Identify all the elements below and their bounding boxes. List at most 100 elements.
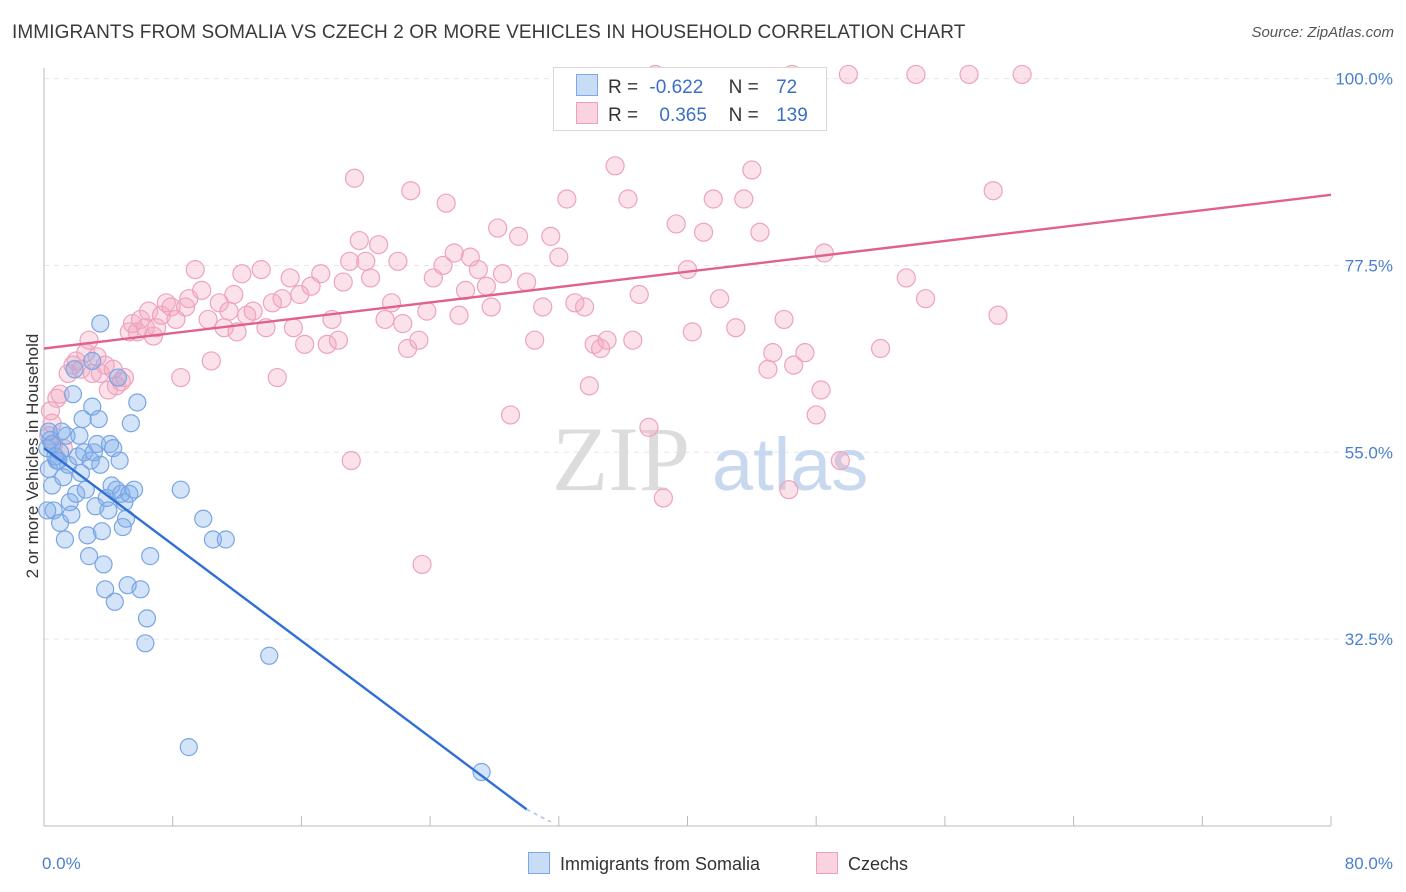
czechs-point — [232, 264, 252, 284]
czechs-point — [734, 189, 754, 209]
czechs-point — [381, 293, 402, 313]
czechs-point — [138, 301, 159, 321]
czechs-point — [79, 330, 99, 350]
somalia-point — [70, 426, 89, 445]
somalia-point — [96, 580, 115, 599]
somalia-point — [203, 530, 223, 549]
somalia-point — [71, 463, 91, 483]
somalia-point — [194, 509, 213, 528]
y-tick-labels: 32.5% 55.0% 77.5% 100.0% — [1335, 70, 1393, 650]
czechs-point — [349, 230, 369, 251]
legend-r-label: R = — [608, 105, 639, 126]
czechs-point — [449, 305, 469, 325]
czechs-point — [147, 318, 167, 338]
czechs-point — [401, 181, 421, 201]
czechs-point — [219, 301, 239, 321]
czechs-point — [549, 247, 569, 267]
somalia-point — [92, 522, 112, 541]
czechs-point — [481, 297, 501, 317]
czechs-point — [870, 338, 891, 359]
czechs-point — [959, 64, 979, 85]
czechs-point — [280, 268, 300, 288]
x-tick-label: 80.0% — [1345, 854, 1393, 873]
czechs-point — [795, 343, 815, 363]
somalia-trend-extension — [526, 808, 552, 823]
czechs-point — [533, 297, 553, 317]
czechs-point — [988, 305, 1008, 325]
czechs-point — [433, 255, 453, 276]
y-axis-label: 2 or more Vehicles in Household — [23, 334, 42, 579]
somalia-point — [105, 592, 124, 611]
czechs-point — [682, 322, 702, 342]
somalia-point — [137, 609, 157, 628]
legend-swatch-somalia — [576, 74, 598, 96]
bottom-legend-swatch-somalia — [528, 852, 550, 874]
somalia-trend-line — [43, 447, 528, 811]
czechs-point — [500, 405, 521, 425]
somalia-point — [67, 484, 86, 503]
czechs-point — [1012, 64, 1032, 85]
czechs-point — [283, 318, 303, 338]
czechs-point — [726, 318, 746, 338]
czechs-point — [838, 64, 858, 85]
czechs-point — [50, 384, 70, 404]
czechs-point — [653, 488, 673, 508]
czechs-point — [436, 193, 456, 213]
somalia-point — [89, 409, 108, 429]
czechs-point — [710, 289, 730, 309]
czechs-point — [541, 226, 561, 246]
czechs-point — [758, 359, 778, 379]
somalia-point — [260, 646, 279, 665]
czechs-point — [677, 260, 698, 280]
somalia-point — [136, 634, 155, 653]
czechs-point — [806, 405, 826, 425]
czechs-point — [224, 284, 244, 305]
somalia-point — [94, 555, 113, 574]
czechs-point — [243, 301, 263, 321]
czechs-point — [557, 189, 577, 209]
czechs-point — [742, 160, 762, 180]
czechs-point — [565, 293, 585, 313]
somalia-point — [216, 530, 235, 549]
legend-n-value-czechs: 139 — [776, 105, 808, 126]
somalia-point — [171, 480, 190, 499]
czechs-point — [171, 367, 191, 388]
somalia-point — [179, 738, 198, 757]
czechs-trend-line — [43, 193, 1332, 350]
czechs-point — [375, 309, 395, 330]
czechs-point — [579, 376, 599, 396]
czechs-point — [774, 309, 794, 330]
legend-n-label: N = — [728, 105, 759, 126]
czechs-point — [763, 343, 783, 363]
watermark: ZIP atlas — [552, 408, 868, 510]
czechs-point — [317, 334, 337, 354]
somalia-point — [108, 368, 128, 387]
somalia-point — [52, 422, 71, 441]
somalia-point — [76, 480, 95, 499]
czechs-point — [267, 367, 287, 388]
czechs-point — [201, 351, 221, 371]
czechs-point — [517, 272, 537, 292]
czechs-point — [476, 276, 497, 296]
czechs-point — [508, 226, 529, 246]
somalia-point — [99, 501, 118, 520]
czechs-point — [393, 313, 413, 334]
somalia-point — [141, 547, 160, 566]
legend-r-label: R = — [608, 77, 639, 98]
czechs-point — [784, 355, 804, 375]
somalia-point — [78, 526, 97, 545]
czechs-point — [341, 451, 361, 471]
czechs-point — [262, 293, 283, 313]
y-tick-label: 55.0% — [1345, 443, 1393, 462]
bottom-legend-somalia: Immigrants from Somalia — [528, 852, 760, 875]
source-label: Source: ZipAtlas.com — [1251, 24, 1394, 41]
czechs-point — [830, 451, 850, 471]
czechs-point — [360, 268, 381, 288]
czechs-point — [983, 181, 1003, 201]
czechs-point — [412, 554, 432, 575]
czechs-point — [192, 280, 212, 300]
somalia-point — [128, 393, 147, 412]
czechs-point — [488, 218, 508, 238]
x-tick-labels: 0.0% 80.0% — [42, 854, 1393, 873]
legend-r-value-somalia: -0.622 — [649, 77, 704, 98]
